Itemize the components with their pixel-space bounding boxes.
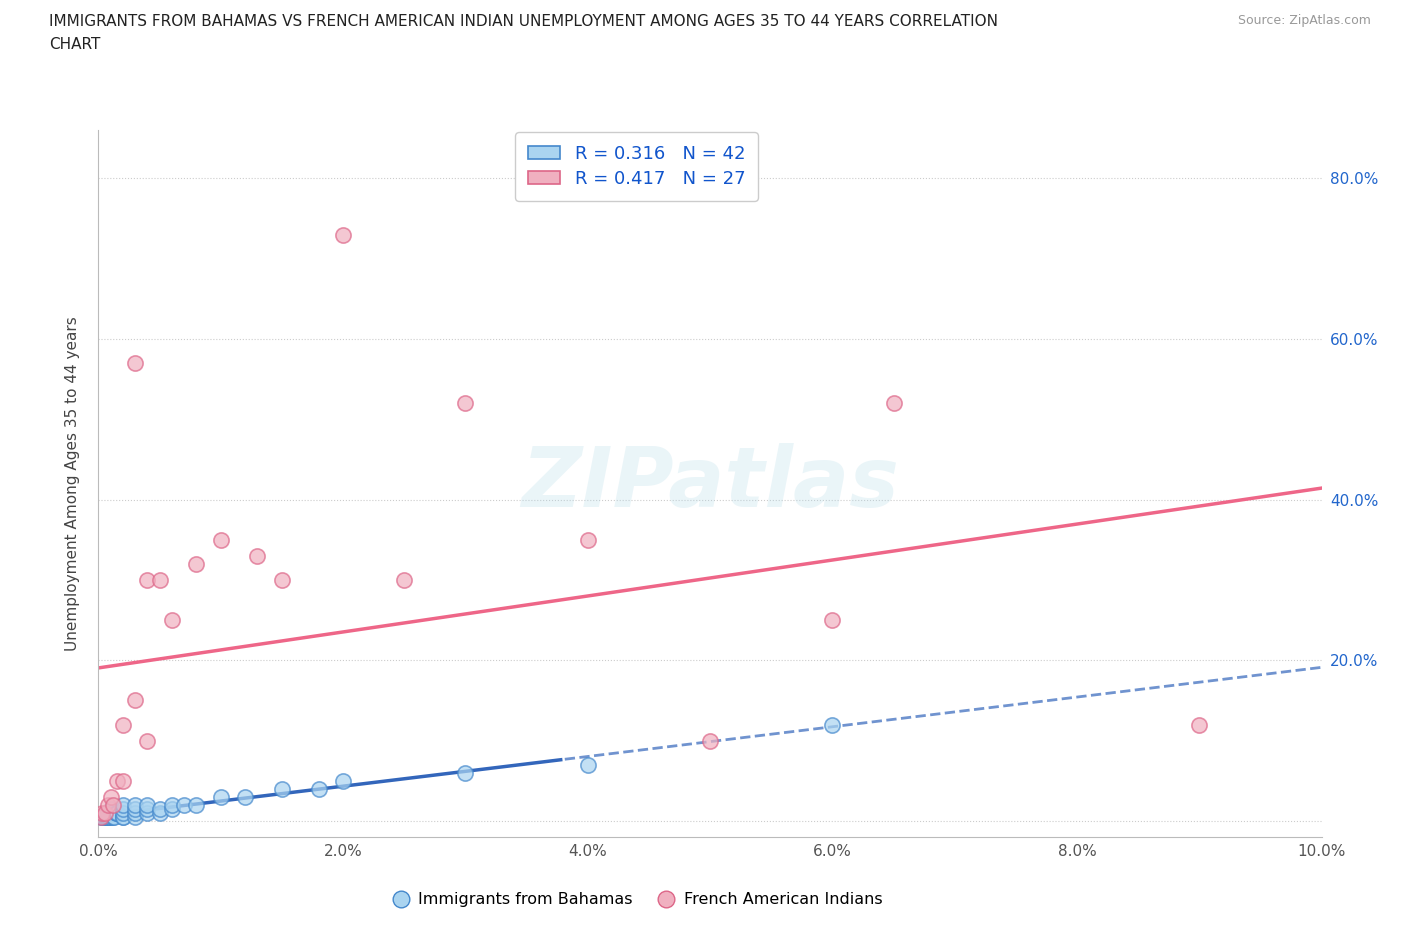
Point xyxy=(111,802,134,817)
Point xyxy=(124,693,146,708)
Point xyxy=(209,790,232,804)
Point xyxy=(186,556,208,571)
Point xyxy=(270,781,292,796)
Point xyxy=(100,802,122,817)
Point xyxy=(332,774,354,789)
Point xyxy=(111,717,134,732)
Point xyxy=(100,809,122,824)
Point xyxy=(91,809,114,824)
Point xyxy=(111,809,134,824)
Point xyxy=(101,809,124,824)
Point xyxy=(186,797,208,812)
Point xyxy=(1188,717,1211,732)
Point xyxy=(136,805,159,820)
Point xyxy=(111,805,134,820)
Point xyxy=(699,733,721,748)
Point xyxy=(93,809,115,824)
Point xyxy=(111,809,134,824)
Point xyxy=(93,805,115,820)
Point xyxy=(173,797,195,812)
Point xyxy=(160,802,183,817)
Point xyxy=(233,790,256,804)
Point xyxy=(149,802,172,817)
Point xyxy=(149,805,172,820)
Point xyxy=(97,809,120,824)
Point xyxy=(103,809,125,824)
Point xyxy=(90,809,112,824)
Point xyxy=(96,809,118,824)
Point xyxy=(124,355,146,370)
Point xyxy=(160,797,183,812)
Point xyxy=(90,809,112,824)
Point xyxy=(246,549,269,564)
Point xyxy=(209,532,232,547)
Point xyxy=(136,797,159,812)
Point xyxy=(124,805,146,820)
Point xyxy=(576,757,599,772)
Point xyxy=(136,802,159,817)
Point xyxy=(124,802,146,817)
Point xyxy=(392,573,416,588)
Text: Source: ZipAtlas.com: Source: ZipAtlas.com xyxy=(1237,14,1371,27)
Point xyxy=(98,809,121,824)
Point xyxy=(105,805,128,820)
Point xyxy=(91,809,114,824)
Point xyxy=(136,573,159,588)
Point xyxy=(101,797,124,812)
Point xyxy=(332,227,354,242)
Point xyxy=(454,396,477,411)
Point xyxy=(105,805,128,820)
Point xyxy=(111,774,134,789)
Point xyxy=(97,797,120,812)
Text: IMMIGRANTS FROM BAHAMAS VS FRENCH AMERICAN INDIAN UNEMPLOYMENT AMONG AGES 35 TO : IMMIGRANTS FROM BAHAMAS VS FRENCH AMERIC… xyxy=(49,14,998,29)
Point xyxy=(160,613,183,628)
Point xyxy=(576,532,599,547)
Point xyxy=(883,396,905,411)
Point xyxy=(91,805,114,820)
Point xyxy=(149,573,172,588)
Point xyxy=(111,797,134,812)
Point xyxy=(821,717,844,732)
Point xyxy=(94,809,117,824)
Point xyxy=(100,805,122,820)
Point xyxy=(454,765,477,780)
Text: CHART: CHART xyxy=(49,37,101,52)
Legend: Immigrants from Bahamas, French American Indians: Immigrants from Bahamas, French American… xyxy=(385,886,889,914)
Point xyxy=(124,797,146,812)
Point xyxy=(104,805,127,820)
Y-axis label: Unemployment Among Ages 35 to 44 years: Unemployment Among Ages 35 to 44 years xyxy=(65,316,80,651)
Text: ZIPatlas: ZIPatlas xyxy=(522,443,898,525)
Point xyxy=(270,573,292,588)
Point xyxy=(105,774,128,789)
Point xyxy=(124,809,146,824)
Point xyxy=(100,790,122,804)
Point xyxy=(136,733,159,748)
Point xyxy=(821,613,844,628)
Point xyxy=(308,781,330,796)
